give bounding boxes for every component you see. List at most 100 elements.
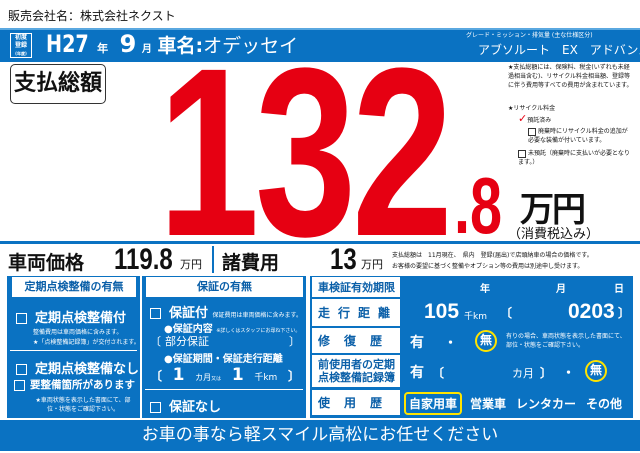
mileage-label: 走行距離 [312,299,400,326]
inspection-with[interactable]: 定期点検整備付 [16,307,126,326]
vehicle-price-label: 車両価格 [8,252,85,274]
mileage-unit: 千km [464,312,487,322]
record-label-text: 前使用者の定期点検整備記録簿 [318,358,395,384]
bracket: 〕 [289,335,300,348]
checkbox-inspection-with[interactable] [16,313,27,324]
checkbox-inspection-without[interactable] [16,364,27,375]
checkbox-extra[interactable] [528,127,536,136]
repair-yes[interactable]: 有 [410,335,424,351]
bracket: 〕 [540,366,553,380]
inspection-with-note1: 整備費用は車両価格に含みます。 [33,329,123,336]
total-integer: 132 [158,18,453,286]
bracket: 〕 [618,306,631,320]
price-note-2: お客様の要望に基づく整備やオプション等の費用は別途申し受けます。 [392,263,584,270]
reg-year: H27 [46,30,89,58]
km-unit: 千km [254,373,278,383]
warranty-title: 保証の有無 [146,277,303,297]
inspection-expiry-label: 車検証有効期限 [312,277,400,297]
bracket: 〕 [287,369,300,383]
deposited-label: 預託済み [527,117,552,124]
record-months-unit: カ月 [512,367,534,380]
badge-line: 初度 [14,34,27,41]
inspection-without[interactable]: 定期点検整備なし [16,358,139,377]
months-unit: カ月又は [195,373,222,382]
divider-line [0,241,640,244]
extra-label: 廃棄時にリサイクル料金の追加が必要な装備が付いています。 [528,128,628,144]
record-yes[interactable]: 有 [410,365,424,381]
mileage-value: 105 千km 〔 0203 〕 [402,300,630,326]
car-label: 車名: [157,35,204,57]
record-book-label: 前使用者の定期点検整備記録簿 [312,355,400,387]
inspection-title: 定期点検整備の有無 [12,277,136,297]
reg-month: 9 [119,30,137,58]
warranty-none[interactable]: 保証なし [150,396,221,415]
warranty-content: 〔部分保証 〕 [150,333,300,349]
month-unit: 月 [556,284,566,295]
dealer-label: 販売会社名： [8,9,81,23]
repair-no-selected[interactable]: 無 [475,330,497,352]
checkbox-warranty-none[interactable] [150,402,161,413]
year-unit: 年 [480,284,490,295]
car-name: オデッセイ [203,35,299,57]
warranty-none-label: 保証なし [169,400,222,415]
price-note-1: 支払総額は 11月現在、 県内 登録(届出)で店頭納車の場合の価格です。 [392,252,593,259]
recycle-deposited: ✓預託済み [518,113,551,125]
inspection-needs[interactable]: 要整備箇所があります [14,377,135,392]
vehicle-price-unit: 万円 [180,258,202,271]
tax-note: （消費税込み） [508,227,600,242]
checkbox-warranty-with[interactable] [150,308,161,319]
separator: ・ [444,336,458,351]
repair-history-label: 修復歴 [312,328,400,353]
warranty-divider [145,389,303,390]
inspection-with-note2: ★「点検整備記録簿」が交付されます。 [33,339,140,346]
bracket: 〔 [432,366,445,380]
total-note: ★支払総額には、保険料、税金(いずれも未経過相当含む)、リサイクル料金相当額、登… [508,64,633,89]
fees-unit: 万円 [361,258,383,271]
month-unit: 月 [141,44,152,55]
warranty-km: 1 [231,365,244,385]
usage-rental[interactable]: レンタカー [516,397,577,411]
first-reg-badge: 初度 登録 (年度) [10,33,32,58]
record-book-value: 有 〔 カ月 〕 ・ 無 [402,356,630,387]
dealer-value: 株式会社ネクスト [80,9,176,23]
inspection-needs-note: ★車両状態を表示した書面にて、部位・状態をご確認下さい。 [35,397,131,413]
usage-label: 使用歴 [312,390,400,415]
vehicle-price: 119.8 [114,243,173,276]
mileage: 105 [424,300,460,323]
grade-value: アブソルート EX アドバンス [478,43,640,57]
bracket: 〔 [500,306,513,320]
separator: ・ [562,366,576,381]
price-divider [212,246,214,273]
usage-commercial[interactable]: 営業車 [470,397,507,411]
fees-label: 諸費用 [222,252,280,274]
fees-value: 13 [330,243,357,276]
grade-label: グレード・ミッション・排気量 (主な仕様区分) [466,32,593,39]
total-label: 支払総額 [10,64,106,104]
usage-other[interactable]: その他 [586,397,623,411]
header-bar [0,28,640,62]
warranty-content-value: 部分保証 [165,335,209,348]
usage-private-selected[interactable]: 自家用車 [404,392,463,415]
dealer-name: 販売会社名：株式会社ネクスト [8,7,176,24]
warranty-with-note: 保証費用は車両価格に含みます。 [212,312,302,319]
warranty-with[interactable]: 保証付 保証費用は車両価格に含みます。 [150,302,302,321]
record-no-selected[interactable]: 無 [585,360,607,382]
inspection-with-label: 定期点検整備付 [35,311,127,326]
inspection-panel [7,276,140,418]
inspection-needs-label: 要整備箇所があります [30,379,135,391]
content-note: ※詳しくはスタッフにお尋ね下さい。 [216,328,301,334]
repair-history-value: 有 ・ 無 有りの場合、車両状態を表示した書面にて、部位・状態をご確認下さい。 [402,329,630,353]
recycle-extra: 廃棄時にリサイクル料金の追加が必要な装備が付いています。 [528,127,633,145]
repair-note: 有りの場合、車両状態を表示した書面にて、部位・状態をご確認下さい。 [506,333,626,349]
bracket: 〔 [150,369,163,383]
checkbox-inspection-needs[interactable] [14,379,25,391]
checkbox-not-deposited[interactable] [518,149,526,158]
mileage-sub: 0203 [568,300,615,323]
warranty-period-label: ●保証期間・保証走行距離 [164,354,283,365]
check-icon: ✓ [518,112,528,125]
warranty-period: 〔 1 カ月又は 1 千km 〕 [150,365,300,385]
bracket: 〔 [150,335,161,348]
recycle-not-deposited: 未預託（廃棄時に支払いが必要となります。） [518,149,630,167]
bottom-banner: お車の事なら軽スマイル高松にお任せください [0,420,640,451]
badge-line: 登録 [14,42,27,49]
